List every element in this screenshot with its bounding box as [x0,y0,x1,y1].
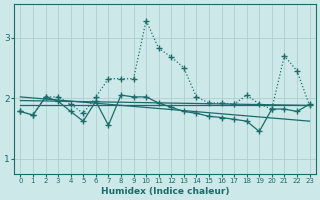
X-axis label: Humidex (Indice chaleur): Humidex (Indice chaleur) [101,187,229,196]
